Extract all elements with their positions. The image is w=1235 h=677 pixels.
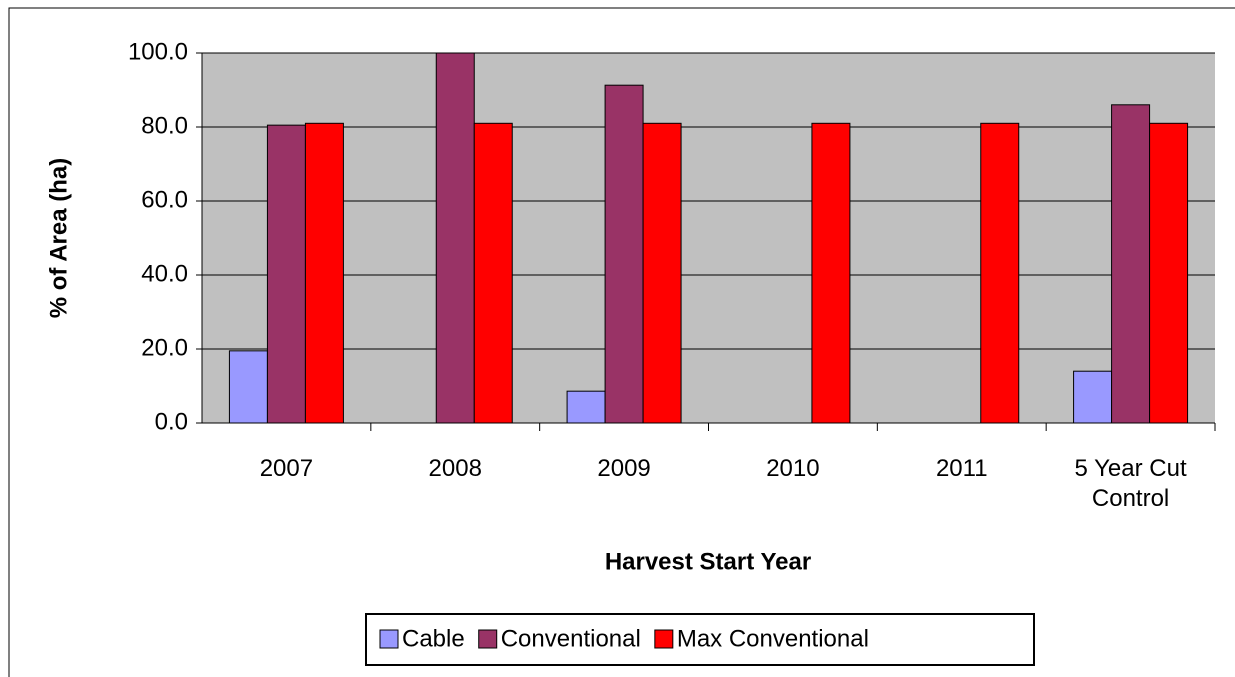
x-tick-label: 2010 <box>766 455 820 482</box>
y-tick-label: 80.0 <box>141 112 188 139</box>
legend-swatch <box>654 629 674 649</box>
x-tick-label: 2011 <box>935 455 988 482</box>
bar <box>304 122 344 424</box>
y-tick-label: 20.0 <box>141 334 188 361</box>
bar <box>228 350 268 424</box>
x-axis-title: Harvest Start Year <box>605 548 811 575</box>
legend-label: Conventional <box>501 625 641 652</box>
bar <box>566 390 606 424</box>
x-tick-label: 2008 <box>428 455 482 482</box>
legend-swatch <box>478 629 498 649</box>
bar <box>980 122 1020 424</box>
legend-label: Max Conventional <box>677 625 869 652</box>
bar <box>1149 122 1189 424</box>
y-tick-label: 40.0 <box>141 260 188 287</box>
plot-area <box>202 53 1215 423</box>
bar <box>811 122 851 424</box>
bar <box>473 122 513 424</box>
bar <box>1111 104 1151 424</box>
legend <box>365 613 1035 666</box>
bar <box>1073 370 1113 424</box>
bar <box>604 84 644 424</box>
legend-label: Cable <box>402 625 465 652</box>
chart-border <box>8 7 1235 677</box>
bar <box>435 52 475 424</box>
bar <box>642 122 682 424</box>
legend-swatch <box>379 629 399 649</box>
x-tick-label: 2009 <box>597 455 651 482</box>
y-tick-label: 100.0 <box>128 38 188 65</box>
bar <box>266 124 306 424</box>
y-tick-label: 0.0 <box>155 408 188 435</box>
x-tick-label: 5 Year Cut Control <box>1074 455 1187 512</box>
y-axis-title: % of Area (ha) <box>45 158 72 318</box>
y-tick-label: 60.0 <box>141 186 188 213</box>
x-tick-label: 2007 <box>259 455 314 482</box>
